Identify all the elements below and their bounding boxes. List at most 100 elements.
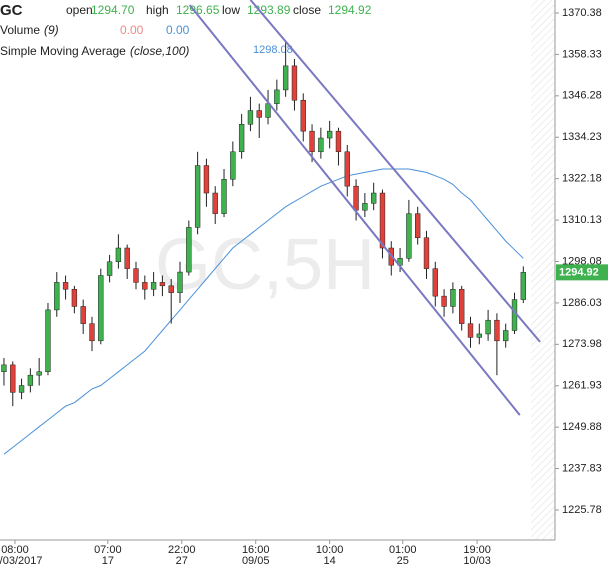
close-value: 1294.92 [328,3,372,17]
candle-body [238,124,245,153]
candle-body [256,110,262,118]
candle-body [326,130,333,139]
x-tick-label: 07:00 [94,544,122,556]
candle-body [520,272,526,300]
candle-body [177,271,183,293]
y-tick-label: 1249.88 [562,421,602,433]
candle-body [36,371,42,376]
price-tag-label: 1294.92 [559,266,599,278]
candle-body [370,192,377,204]
volume-label: Volume [0,23,40,37]
candle-body [159,282,166,287]
candle-body [291,65,298,101]
x-tick-label: 19:00 [463,544,491,556]
candle-body [203,165,210,194]
x-tick-label: 10:00 [316,544,344,556]
candle-body [133,268,139,283]
x-tick-sublabel: 10/03 [463,555,491,567]
candle-body [309,130,315,153]
trend-line [188,4,521,416]
y-tick-label: 1261.93 [562,380,602,392]
x-tick-label: 01:00 [389,544,417,556]
candle-body [150,282,157,290]
candle-body [168,285,174,293]
y-tick-label: 1237.83 [562,462,602,474]
symbol: GC [0,2,23,19]
candle-body [221,179,227,214]
x-tick-sublabel: 09/05 [242,555,270,567]
x-tick-sublabel: 17 [102,555,114,567]
candle-body [18,385,25,393]
candle-body [71,289,78,307]
x-tick-label: 08:00 [1,544,29,556]
y-tick-label: 1334.23 [562,131,602,143]
candle-body [247,110,254,125]
candle-body [142,282,148,290]
high-label: high [146,3,169,17]
candle-body [274,89,280,104]
volume-params: (9) [44,23,59,37]
candle-body [415,213,421,238]
sma-params: (close,100) [130,44,189,58]
candle-body [485,319,491,335]
x-tick-sublabel: 08/03/2017 [0,555,42,567]
candle-body [124,247,130,269]
candle-body [230,151,236,180]
candle-body [194,165,201,228]
candle-body [379,192,386,249]
candle-body [353,185,359,211]
candle-body [27,374,34,386]
candle-body [300,99,306,132]
candle-body [362,203,368,211]
close-label: close [293,3,321,17]
x-tick-label: 22:00 [168,544,196,556]
sma-label: Simple Moving Average [0,44,126,58]
candle-body [80,306,86,324]
candle-body [54,282,60,311]
candle-body [212,192,218,214]
candle-body [62,282,69,290]
candle-body [98,275,104,342]
future-area [531,0,555,540]
candle-body [459,289,465,324]
trend-line [249,0,541,343]
sma-value-label: 1298.08 [253,44,293,56]
candle-body [441,295,447,307]
x-tick-sublabel: 25 [397,555,409,567]
x-tick-label: 16:00 [242,544,270,556]
candle-body [1,364,7,373]
candle-body [282,65,289,91]
y-tick-label: 1346.28 [562,90,602,102]
x-tick-sublabel: 14 [324,555,336,567]
candle-body [89,323,95,342]
watermark: GC,5H [155,225,375,305]
low-label: low [222,3,240,17]
candle-body [476,333,482,338]
volume-value: 0.00 [166,23,190,37]
candle-body [344,151,350,187]
sma-line [3,168,524,455]
price-tag [556,264,608,281]
candle-body [503,330,509,342]
x-tick-sublabel: 27 [176,555,188,567]
candle-body [467,323,474,338]
low-value: 1293.89 [247,3,291,17]
y-tick-label: 1286.03 [562,297,602,309]
candle-body [335,130,342,153]
y-tick-label: 1225.78 [562,504,602,516]
y-tick-label: 1358.33 [562,48,602,60]
high-value: 1296.65 [176,3,220,17]
candle-body [450,289,456,307]
candle-body [10,364,16,393]
volume-value: 0.00 [120,23,144,37]
candle-body [494,319,500,342]
open-value: 1294.70 [91,3,135,17]
candle-body [423,237,430,269]
y-tick-label: 1310.13 [562,214,602,226]
y-tick-label: 1273.98 [562,338,602,350]
candle-body [432,268,438,297]
candle-body [186,227,192,273]
candle-body [115,247,122,263]
open-label: open [66,3,93,17]
